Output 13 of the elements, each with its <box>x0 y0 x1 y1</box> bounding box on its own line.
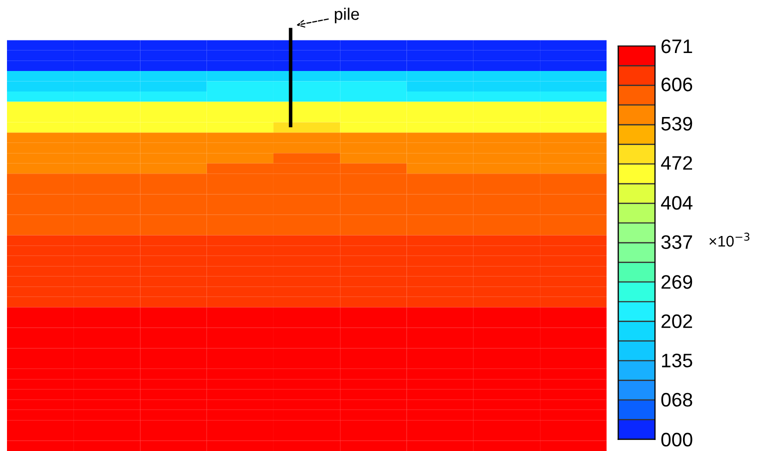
color-bar-label: 000 <box>661 432 692 447</box>
color-bar-label: 202 <box>662 314 692 328</box>
text: pile <box>334 8 359 24</box>
color-bar-label: 472 <box>661 156 692 170</box>
color-bar-label: 404 <box>661 196 692 210</box>
color-bar-label: 135 <box>662 354 692 368</box>
color-bar-label: 269 <box>662 275 692 289</box>
color-bar-label: 068 <box>661 392 692 407</box>
color-bar-label: 337 <box>661 235 692 249</box>
color-bar-label: 539 <box>661 116 692 131</box>
color-bar-label: 606 <box>662 78 692 92</box>
color-bar-label: 671 <box>662 39 692 54</box>
color-bar-title: ×10$^{−3}$ <box>709 232 750 247</box>
